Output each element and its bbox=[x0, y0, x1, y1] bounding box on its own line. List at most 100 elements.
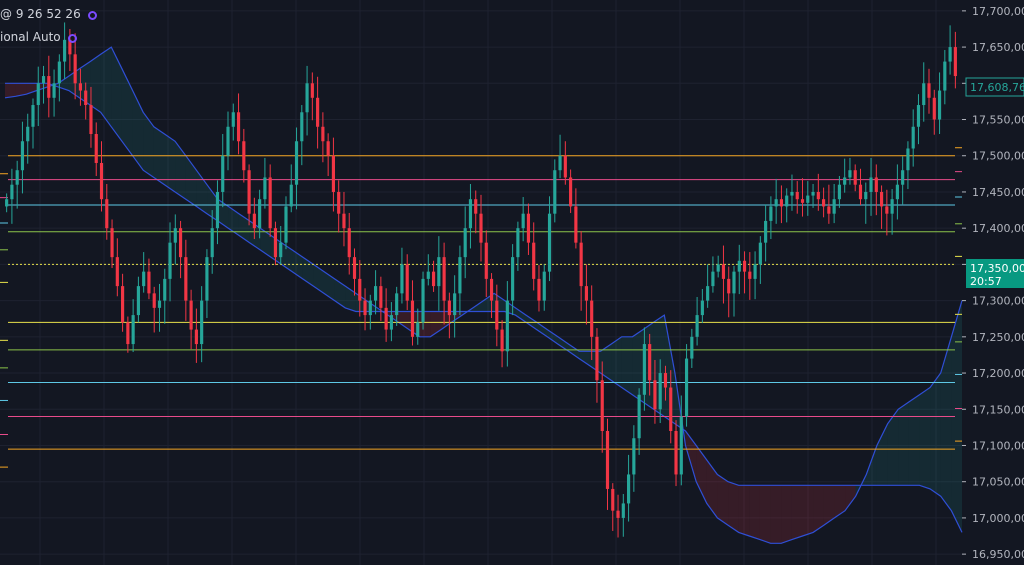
candle-body bbox=[869, 177, 873, 192]
candle-body bbox=[758, 242, 762, 265]
cloud-fill bbox=[749, 485, 760, 540]
cloud-fill bbox=[228, 206, 239, 236]
cloud-fill bbox=[876, 423, 888, 486]
cloud-fill bbox=[802, 485, 814, 537]
candle-body bbox=[648, 344, 652, 381]
cloud-fill bbox=[90, 54, 101, 113]
candle-body bbox=[41, 76, 46, 84]
cloud-fill bbox=[728, 481, 739, 533]
cloud-fill bbox=[791, 485, 803, 540]
candle-body bbox=[753, 264, 757, 279]
candle-body bbox=[916, 105, 921, 127]
candle-body bbox=[73, 54, 77, 84]
candle-body bbox=[157, 300, 162, 308]
candle-body bbox=[447, 300, 451, 316]
candle-body bbox=[684, 358, 689, 417]
candle-body bbox=[479, 213, 483, 243]
candle-body bbox=[426, 271, 430, 279]
cloud-fill bbox=[132, 90, 144, 171]
legend-line-1[interactable]: @ 9 26 52 26 bbox=[0, 7, 97, 21]
candle-body bbox=[489, 278, 494, 301]
candle-body bbox=[94, 134, 98, 163]
candle-body bbox=[653, 380, 657, 410]
candles bbox=[5, 22, 957, 538]
candle-body bbox=[226, 126, 230, 156]
current-price-label: 17,608,76 bbox=[970, 81, 1024, 94]
candle-body bbox=[57, 61, 61, 84]
candle-body bbox=[858, 184, 863, 200]
legend-text-2: ional Auto bbox=[0, 30, 61, 44]
candle-body bbox=[258, 199, 262, 229]
candle-body bbox=[26, 126, 30, 142]
settings-ring-icon[interactable] bbox=[87, 11, 97, 20]
candle-body bbox=[352, 257, 357, 279]
candle-body bbox=[505, 300, 509, 352]
candle-body bbox=[727, 278, 731, 294]
cloud-fill bbox=[111, 47, 122, 142]
cloud-fill bbox=[898, 402, 909, 486]
candle-body bbox=[437, 257, 441, 287]
settings-ring-icon[interactable] bbox=[67, 34, 77, 43]
candle-body bbox=[621, 503, 625, 518]
candle-body bbox=[284, 206, 288, 243]
candle-body bbox=[879, 191, 884, 207]
legend-line-2[interactable]: ional Auto bbox=[0, 30, 77, 44]
candle-body bbox=[131, 315, 135, 345]
candle-body bbox=[511, 257, 515, 301]
candle-body bbox=[78, 83, 83, 91]
cloud-fill bbox=[568, 344, 580, 359]
candle-body bbox=[263, 177, 267, 200]
candle-body bbox=[943, 61, 947, 91]
cloud-fill bbox=[430, 311, 441, 337]
candle-body bbox=[453, 293, 457, 316]
candle-body bbox=[695, 315, 699, 337]
axis-tick-label: 17,450,00 bbox=[972, 186, 1024, 199]
candle-body bbox=[268, 177, 272, 229]
candle-body bbox=[584, 286, 588, 301]
candle-body bbox=[911, 126, 915, 149]
cloud-fill bbox=[717, 474, 729, 526]
candle-body bbox=[927, 83, 931, 98]
candle-body bbox=[637, 394, 641, 439]
candle-body bbox=[31, 105, 35, 127]
candle-body bbox=[742, 260, 747, 272]
axis-tick-label: 17,500,00 bbox=[972, 150, 1024, 163]
cloud-fill bbox=[823, 485, 835, 526]
axis-tick-label: 17,200,00 bbox=[972, 367, 1024, 380]
candle-body bbox=[200, 300, 204, 345]
candle-body bbox=[10, 184, 14, 200]
candle-body bbox=[595, 336, 599, 381]
candle-body bbox=[210, 228, 214, 258]
price-badges: 17,608,76 17,350,00 20:57 bbox=[965, 77, 1024, 288]
cloud-fill bbox=[100, 47, 112, 127]
cloud-fill bbox=[185, 155, 197, 207]
cloud-span-a bbox=[4, 46, 963, 544]
candle-body bbox=[421, 278, 425, 323]
candle-body bbox=[242, 141, 246, 171]
cloud-fill bbox=[536, 322, 548, 337]
grid bbox=[0, 0, 962, 565]
cloud-span-b bbox=[5, 82, 963, 533]
axis-tick-label: 17,050,00 bbox=[972, 476, 1024, 489]
cloud-fill bbox=[302, 257, 314, 287]
cloud-fill bbox=[611, 336, 622, 388]
candle-body bbox=[658, 373, 662, 410]
candle-body bbox=[547, 213, 552, 272]
candle-body bbox=[273, 228, 278, 258]
candle-body bbox=[152, 293, 156, 308]
cloud-fill bbox=[547, 329, 558, 345]
candle-body bbox=[316, 97, 320, 127]
candle-body bbox=[99, 162, 104, 200]
cloud-fill bbox=[600, 344, 612, 381]
candle-body bbox=[337, 191, 341, 214]
cloud-fill bbox=[887, 409, 899, 486]
candle-body bbox=[690, 336, 694, 359]
candle-body bbox=[806, 195, 810, 203]
candle-body bbox=[890, 199, 894, 214]
candle-body bbox=[874, 177, 878, 192]
candle-body bbox=[163, 278, 167, 301]
axis-tick-label: 17,250,00 bbox=[972, 331, 1024, 344]
candle-body bbox=[526, 213, 531, 243]
